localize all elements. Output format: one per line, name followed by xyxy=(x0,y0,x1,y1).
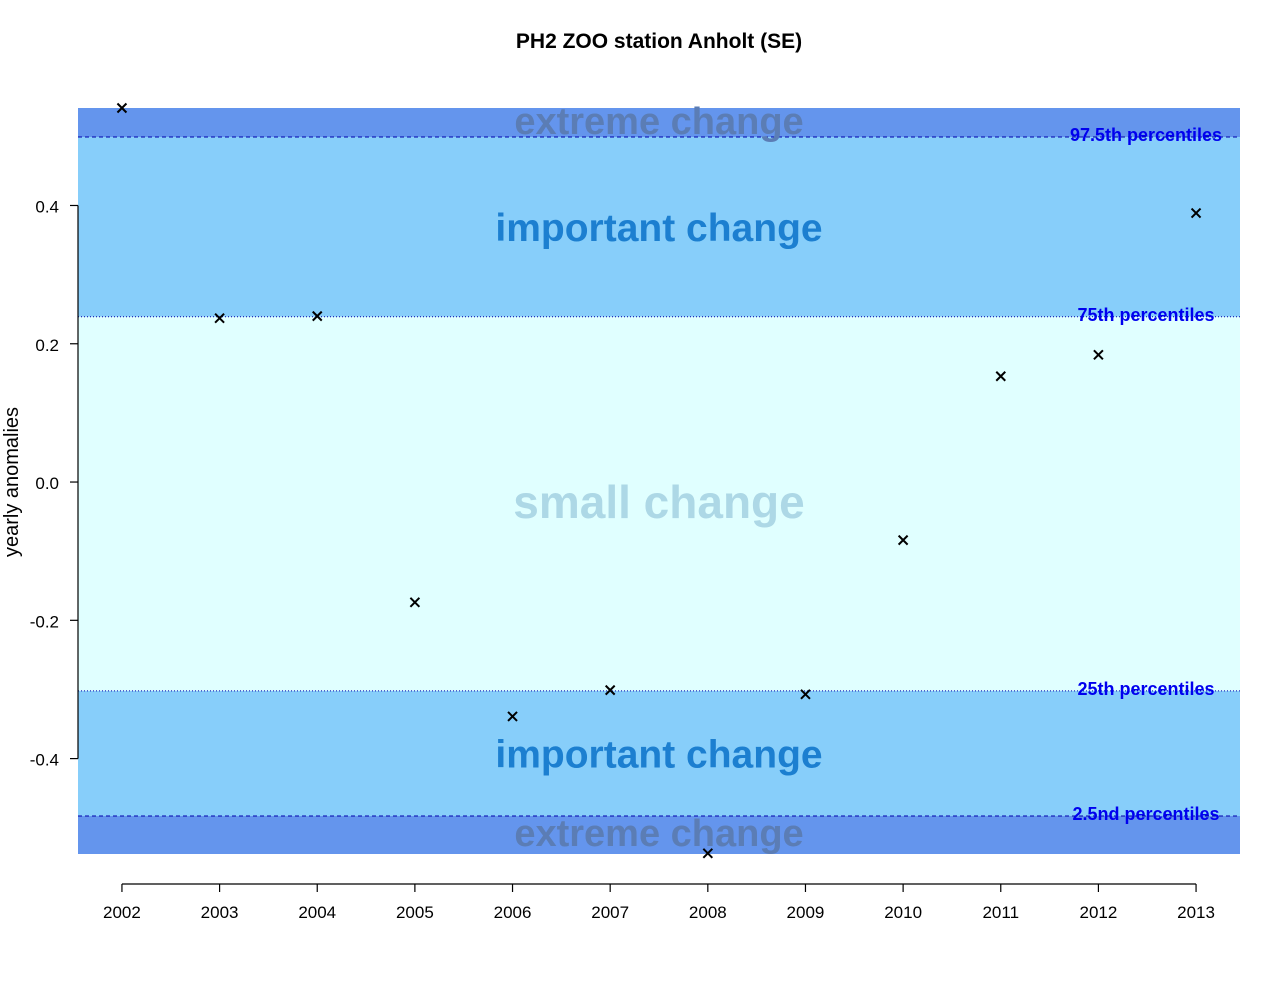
x-tick-label: 2010 xyxy=(884,903,922,922)
data-point-2008 xyxy=(702,848,714,859)
data-point-2004 xyxy=(312,310,323,322)
chart-title: PH2 ZOO station Anholt (SE) xyxy=(516,30,802,53)
y-tick-label: -0.2 xyxy=(30,612,59,631)
zone-band xyxy=(78,690,1240,816)
data-point-2011 xyxy=(995,371,1006,382)
x-tick-label: 2007 xyxy=(591,903,629,922)
y-tick-label: 0.0 xyxy=(35,474,59,493)
data-points xyxy=(116,102,1202,859)
x-tick-label: 2009 xyxy=(787,903,825,922)
zone-label: important change xyxy=(495,207,822,250)
x-tick-label: 2005 xyxy=(396,903,434,922)
zone-labels: extreme change important change small chan… xyxy=(495,101,822,855)
threshold-label: 2.5nd percentiles xyxy=(1072,804,1219,824)
x-tick-label: 2011 xyxy=(982,903,1019,922)
x-tick-label: 2013 xyxy=(1177,903,1215,922)
threshold-lines xyxy=(78,136,1240,817)
x-tick-label: 2012 xyxy=(1079,903,1117,922)
zone-label: important change xyxy=(495,733,822,776)
threshold-label: 97.5th percentiles xyxy=(1070,125,1222,145)
x-tick-label: 2008 xyxy=(689,903,727,922)
threshold-label: 25th percentiles xyxy=(1077,679,1214,699)
data-point-2010 xyxy=(897,534,909,546)
data-point-2002 xyxy=(116,102,128,114)
threshold-label: 75th percentiles xyxy=(1077,305,1214,325)
axes: 0.4 0.2 0.0 -0.2 -0.4 2002 2003 2004 2005 2006 200… xyxy=(30,197,1215,922)
data-point-2013 xyxy=(1190,207,1202,219)
data-point-2003 xyxy=(214,312,225,324)
x-tick-label: 2004 xyxy=(298,903,336,922)
y-tick-label: 0.2 xyxy=(35,336,59,355)
zone-label: extreme change xyxy=(514,813,803,855)
zone-band xyxy=(78,137,1240,317)
zone-band xyxy=(78,316,1240,691)
y-tick-label: -0.4 xyxy=(30,751,59,770)
data-point-2006 xyxy=(507,711,518,722)
threshold-labels: 97.5th percentiles 75th percentiles 25th p… xyxy=(1070,125,1222,824)
data-point-2012 xyxy=(1093,349,1104,361)
zone-label: extreme change xyxy=(514,101,803,143)
x-tick-label: 2006 xyxy=(494,903,532,922)
x-tick-label: 2003 xyxy=(201,903,239,922)
zone-band xyxy=(78,815,1240,854)
zones xyxy=(78,108,1240,854)
data-point-2009 xyxy=(800,689,811,700)
x-tick-label: 2002 xyxy=(103,903,141,922)
data-point-2007 xyxy=(604,684,616,696)
data-point-2005 xyxy=(409,597,421,608)
zone-label: small change xyxy=(513,476,804,528)
zone-band xyxy=(78,108,1240,138)
y-tick-label: 0.4 xyxy=(35,197,59,216)
y-axis-label: yearly anomalies xyxy=(1,407,23,557)
